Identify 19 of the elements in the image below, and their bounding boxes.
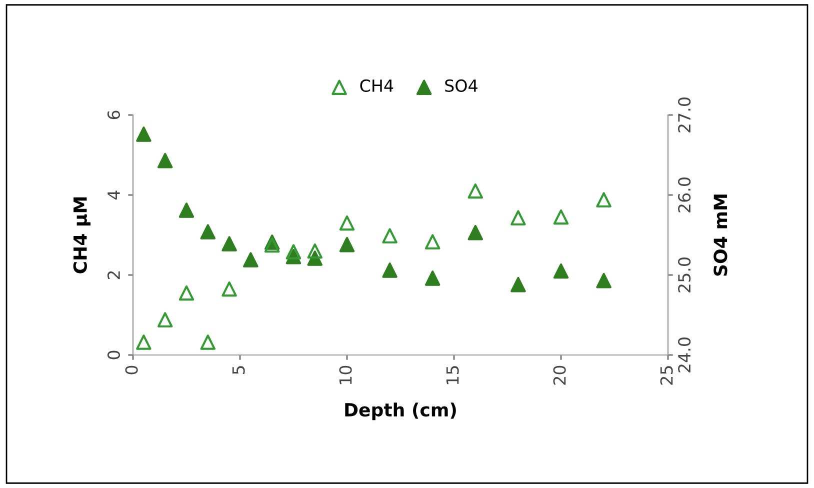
legend-label: CH4 <box>360 79 394 92</box>
x-axis-title: Depth (cm) <box>345 402 456 420</box>
x-tick-label: 25 <box>660 366 673 385</box>
y2-axis-title: SO4 mM <box>714 194 728 276</box>
x-tick-label: 5 <box>232 366 245 374</box>
x-tick-label: 10 <box>339 366 352 384</box>
y2-tick-label: 27.0 <box>678 98 691 132</box>
x-tick-label: 15 <box>446 366 459 384</box>
y-tick-label: 2 <box>107 271 120 280</box>
y-tick-label: 6 <box>107 110 120 120</box>
x-tick-label: 0 <box>125 366 138 374</box>
y2-tick-label: 24.0 <box>678 338 691 372</box>
y-tick-label: 4 <box>108 190 120 200</box>
x-tick-label: 20 <box>553 366 566 385</box>
y2-tick-label: 26.0 <box>678 178 691 212</box>
legend-label: SO4 <box>445 79 478 92</box>
y-tick-label: 0 <box>107 350 120 360</box>
y2-tick-label: 25.0 <box>678 258 691 292</box>
y-axis-title: CH4 µM <box>73 197 90 274</box>
